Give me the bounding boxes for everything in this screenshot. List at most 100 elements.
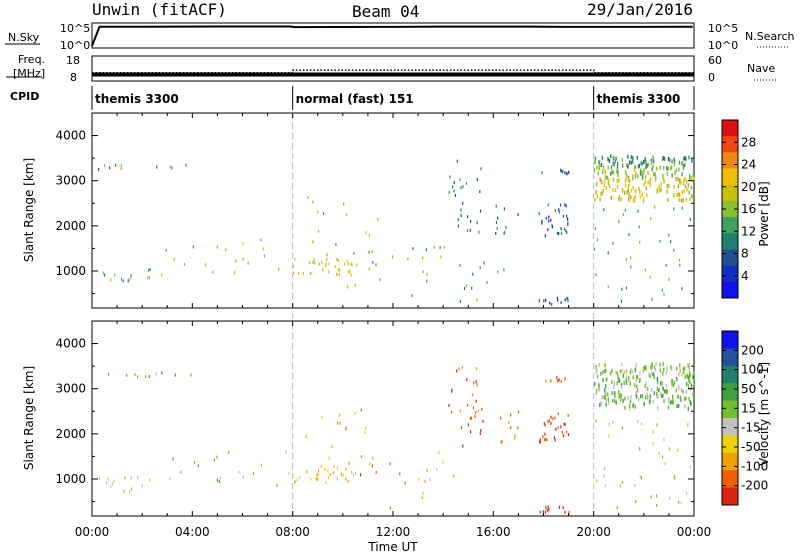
range-gate-point xyxy=(174,373,176,377)
range-gate-point xyxy=(276,484,278,488)
range-gate-point xyxy=(618,220,620,224)
range-gate-point xyxy=(627,154,629,159)
range-gate-point xyxy=(651,371,653,376)
velocity-ylabel: Slant Range [km] xyxy=(22,366,36,470)
range-gate-point xyxy=(155,372,157,376)
range-gate-point xyxy=(673,159,676,164)
range-gate-point xyxy=(242,257,244,261)
range-gate-point xyxy=(632,375,634,380)
range-gate-point xyxy=(389,506,391,510)
range-gate-point xyxy=(634,165,636,169)
range-gate-point xyxy=(321,415,323,419)
range-gate-point xyxy=(616,371,619,376)
range-gate-point xyxy=(500,416,502,420)
range-gate-point xyxy=(476,221,478,225)
range-gate-point xyxy=(156,165,158,169)
range-gate-point xyxy=(469,228,471,232)
range-gate-point xyxy=(371,464,373,468)
range-gate-point xyxy=(545,379,547,383)
range-gate-point xyxy=(305,435,307,439)
range-gate-point xyxy=(560,425,562,429)
range-gate-point xyxy=(566,231,568,235)
range-gate-point xyxy=(568,510,570,514)
range-gate-point xyxy=(149,268,151,272)
range-gate-point xyxy=(141,484,143,488)
range-gate-point xyxy=(670,365,672,370)
range-gate-point xyxy=(473,381,475,385)
range-gate-point xyxy=(691,158,693,163)
range-gate-point xyxy=(607,181,610,186)
range-gate-point xyxy=(640,161,642,165)
range-gate-point xyxy=(681,190,683,195)
range-gate-point xyxy=(654,177,657,182)
range-gate-point xyxy=(564,377,566,381)
range-gate-point xyxy=(599,403,601,408)
range-gate-point xyxy=(667,166,669,171)
range-gate-point xyxy=(564,510,566,514)
range-gate-point xyxy=(252,472,255,476)
range-gate-point xyxy=(549,301,551,305)
range-gate-point xyxy=(643,168,645,172)
range-gate-point xyxy=(567,217,569,221)
range-gate-point xyxy=(681,161,683,166)
range-gate-point xyxy=(680,501,682,505)
range-gate-point xyxy=(558,232,560,235)
range-gate-point xyxy=(656,504,658,507)
range-gate-point xyxy=(651,167,653,172)
range-gate-point xyxy=(629,381,631,386)
range-gate-point xyxy=(541,171,543,175)
range-gate-point xyxy=(595,190,597,195)
colorbar-swatch xyxy=(722,184,738,202)
range-gate-point xyxy=(652,442,654,446)
range-gate-point xyxy=(603,183,605,188)
range-gate-point xyxy=(480,429,482,432)
range-gate-point xyxy=(620,397,622,402)
range-gate-point xyxy=(448,404,450,407)
range-gate-point xyxy=(678,193,681,198)
range-gate-point xyxy=(638,186,640,191)
x-axis-label: Time UT xyxy=(367,540,418,554)
range-gate-point xyxy=(472,272,474,276)
colorbar-tick-label: 24 xyxy=(741,158,756,172)
range-gate-point xyxy=(555,427,557,431)
range-gate-point xyxy=(315,477,317,481)
range-gate-point xyxy=(554,438,556,442)
range-gate-point xyxy=(459,409,461,413)
range-gate-point xyxy=(332,471,335,475)
range-gate-point xyxy=(548,508,550,512)
range-gate-point xyxy=(456,159,458,163)
range-gate-point xyxy=(467,423,469,427)
velocity-colorbar-label: Velocity [m s^-1] xyxy=(757,362,771,466)
range-gate-point xyxy=(169,165,171,169)
range-gate-point xyxy=(636,155,638,160)
range-gate-point xyxy=(668,233,670,237)
range-gate-point xyxy=(561,430,563,434)
range-gate-point xyxy=(612,391,614,396)
range-gate-point xyxy=(668,183,670,188)
range-gate-point xyxy=(631,369,634,374)
range-gate-point xyxy=(659,368,662,373)
y-tick-label: 4000 xyxy=(55,129,86,143)
range-gate-point xyxy=(685,197,688,202)
range-gate-point xyxy=(318,262,320,266)
range-gate-point xyxy=(466,378,468,382)
range-gate-point xyxy=(608,178,610,183)
range-gate-point xyxy=(495,204,497,208)
power-scatter xyxy=(98,154,695,306)
nsky-tick-bottom: 10^0 xyxy=(60,39,90,52)
range-gate-point xyxy=(612,187,614,192)
colorbar-swatch xyxy=(722,136,738,153)
range-gate-point xyxy=(565,229,567,233)
range-gate-point xyxy=(538,299,540,303)
range-gate-point xyxy=(633,196,636,201)
range-gate-point xyxy=(192,245,194,249)
cpid-segment-label: themis 3300 xyxy=(597,92,681,106)
range-gate-point xyxy=(686,187,688,192)
range-gate-point xyxy=(346,285,349,289)
range-gate-point xyxy=(640,422,643,426)
range-gate-point xyxy=(656,380,659,385)
range-gate-point xyxy=(545,216,547,220)
range-gate-point xyxy=(566,214,568,218)
range-gate-point xyxy=(657,394,659,399)
range-gate-point xyxy=(98,476,101,480)
